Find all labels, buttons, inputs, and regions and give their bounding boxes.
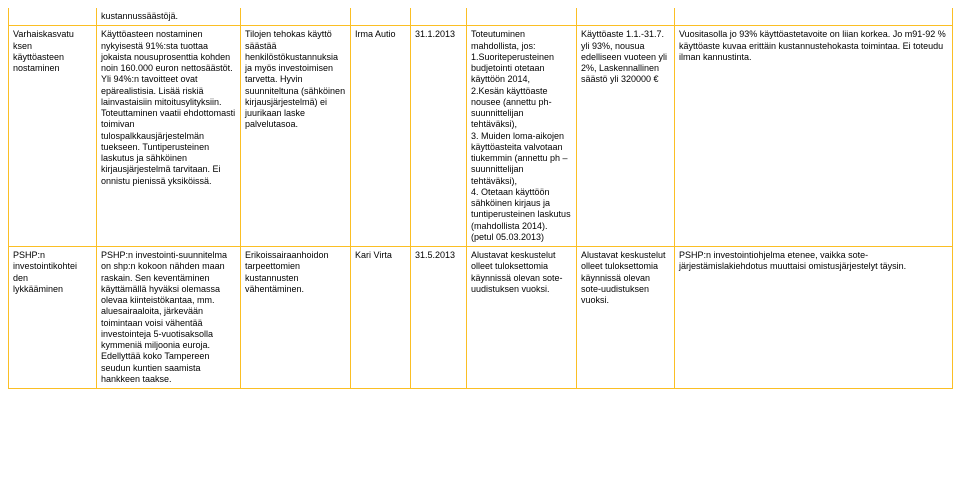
table-row: kustannussäästöjä. [9,8,953,26]
table-cell: Erikoissairaanhoidon tarpeettomien kusta… [241,247,351,389]
table-cell [577,8,675,26]
table-cell: kustannussäästöjä. [97,8,241,26]
table-cell: Alustavat keskustelut olleet tuloksettom… [467,247,577,389]
table-cell: PSHP:n investointikohteidenlykkääminen [9,247,97,389]
document-table: kustannussäästöjä.Varhaiskasvatuksenkäyt… [8,8,953,389]
table-cell [467,8,577,26]
table-cell: Kari Virta [351,247,411,389]
table-cell: Varhaiskasvatuksenkäyttöasteennostaminen [9,26,97,247]
table-cell: Toteutuminen mahdollista, jos:1.Suoritep… [467,26,577,247]
table-cell: 31.1.2013 [411,26,467,247]
table-cell [351,8,411,26]
table-cell: Irma Autio [351,26,411,247]
table-row: Varhaiskasvatuksenkäyttöasteennostaminen… [9,26,953,247]
table-cell [411,8,467,26]
table-cell: Tilojen tehokas käyttö säästää henkilöst… [241,26,351,247]
table-row: PSHP:n investointikohteidenlykkääminenPS… [9,247,953,389]
table-cell: 31.5.2013 [411,247,467,389]
table-cell: Käyttöasteen nostaminen nykyisestä 91%:s… [97,26,241,247]
table-cell [241,8,351,26]
table-cell [9,8,97,26]
table-cell: Käyttöaste 1.1.-31.7. yli 93%, nousua ed… [577,26,675,247]
table-cell [675,8,953,26]
table-cell: Vuositasolla jo 93% käyttöastetavoite on… [675,26,953,247]
table-cell: PSHP:n investointiohjelma etenee, vaikka… [675,247,953,389]
table-cell: PSHP:n investointi-suunnitelma on shp:n … [97,247,241,389]
table-cell: Alustavat keskustelut olleet tuloksettom… [577,247,675,389]
